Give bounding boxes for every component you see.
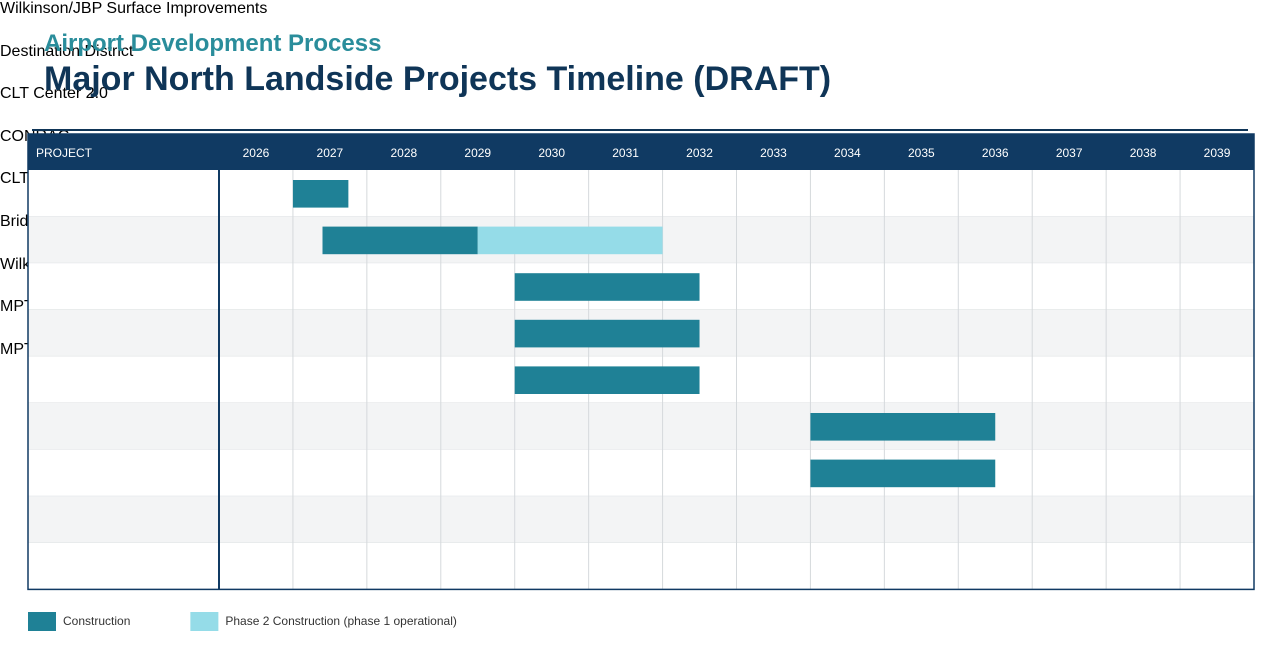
x-tick-label: 2026 xyxy=(243,146,270,160)
bar xyxy=(810,459,996,488)
x-tick-label: 2037 xyxy=(1056,146,1083,160)
row-band xyxy=(28,542,1254,590)
frame xyxy=(27,133,1255,591)
x-tick-label: 2032 xyxy=(686,146,713,160)
bar xyxy=(514,319,700,348)
x-tick-label: 2034 xyxy=(834,146,861,160)
header-label: PROJECT xyxy=(36,146,93,160)
row-band xyxy=(28,170,1254,217)
legend-swatch xyxy=(190,612,219,631)
bar xyxy=(514,366,700,394)
row-label: Destination District xyxy=(0,42,134,60)
bar xyxy=(477,226,663,255)
bar xyxy=(322,226,478,255)
x-tick-label: 2036 xyxy=(982,146,1009,160)
title: Major North Landside Projects Timeline (… xyxy=(44,60,832,98)
bar xyxy=(292,180,349,208)
bar xyxy=(810,413,996,441)
legend-label: Phase 2 Construction (phase 1 operationa… xyxy=(225,614,456,628)
row-band xyxy=(28,496,1254,543)
x-tick-label: 2038 xyxy=(1130,146,1157,160)
x-tick-label: 2033 xyxy=(760,146,787,160)
x-tick-label: 2039 xyxy=(1204,146,1231,160)
row-label: Wilkinson/JBP Surface Improvements xyxy=(0,0,268,17)
x-tick-label: 2035 xyxy=(908,146,935,160)
row-band xyxy=(28,449,1254,497)
header-band xyxy=(28,134,1254,170)
row-band xyxy=(28,403,1254,450)
legend-label: Construction xyxy=(63,614,130,628)
row-label: CLT Center 2.0 xyxy=(0,85,108,103)
x-tick-label: 2031 xyxy=(612,146,639,160)
subtitle: Airport Development Process xyxy=(44,30,382,57)
bar xyxy=(514,273,700,301)
x-tick-label: 2030 xyxy=(538,146,565,160)
x-tick-label: 2029 xyxy=(464,146,491,160)
legend-swatch xyxy=(28,612,56,631)
x-tick-label: 2027 xyxy=(317,146,344,160)
x-tick-label: 2028 xyxy=(390,146,417,160)
